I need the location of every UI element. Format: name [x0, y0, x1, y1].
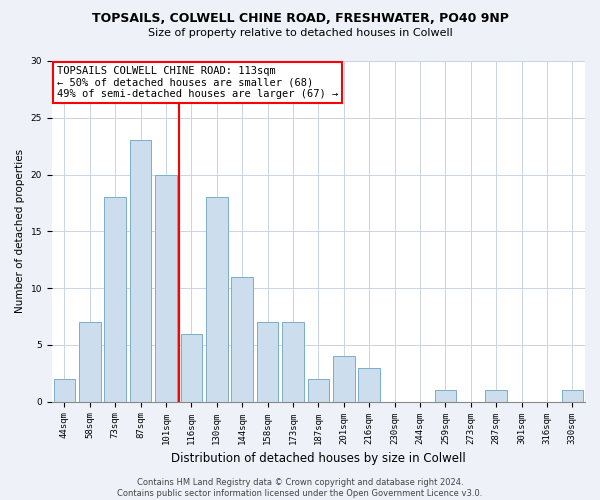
- Bar: [206, 198, 227, 402]
- X-axis label: Distribution of detached houses by size in Colwell: Distribution of detached houses by size …: [171, 452, 466, 465]
- Bar: [282, 322, 304, 402]
- Bar: [53, 379, 75, 402]
- Bar: [434, 390, 456, 402]
- Text: TOPSAILS COLWELL CHINE ROAD: 113sqm
← 50% of detached houses are smaller (68)
49: TOPSAILS COLWELL CHINE ROAD: 113sqm ← 50…: [57, 66, 338, 100]
- Bar: [104, 198, 126, 402]
- Bar: [257, 322, 278, 402]
- Bar: [358, 368, 380, 402]
- Bar: [562, 390, 583, 402]
- Bar: [333, 356, 355, 402]
- Bar: [79, 322, 101, 402]
- Text: Size of property relative to detached houses in Colwell: Size of property relative to detached ho…: [148, 28, 452, 38]
- Bar: [130, 140, 151, 402]
- Text: TOPSAILS, COLWELL CHINE ROAD, FRESHWATER, PO40 9NP: TOPSAILS, COLWELL CHINE ROAD, FRESHWATER…: [92, 12, 508, 26]
- Bar: [155, 174, 177, 402]
- Y-axis label: Number of detached properties: Number of detached properties: [15, 150, 25, 314]
- Bar: [485, 390, 507, 402]
- Text: Contains HM Land Registry data © Crown copyright and database right 2024.
Contai: Contains HM Land Registry data © Crown c…: [118, 478, 482, 498]
- Bar: [181, 334, 202, 402]
- Bar: [308, 379, 329, 402]
- Bar: [232, 277, 253, 402]
